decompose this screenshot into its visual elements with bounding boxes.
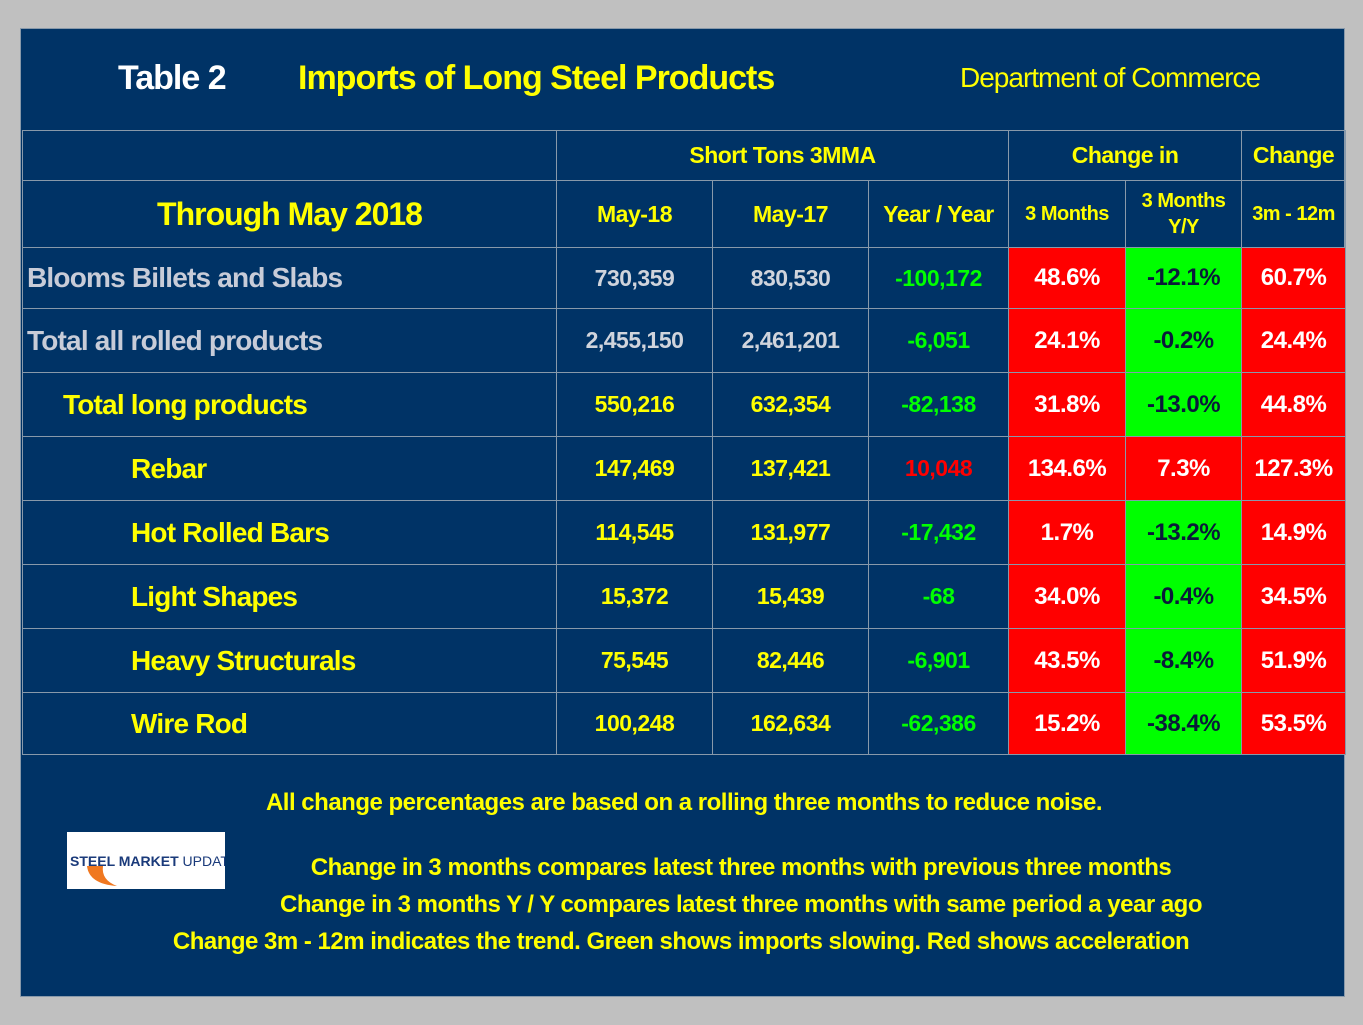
value-cell: 632,354 <box>712 372 869 437</box>
note: All change percentages are based on a ro… <box>265 789 1103 816</box>
value-cell: 830,530 <box>712 247 869 309</box>
value-cell: 114,545 <box>556 500 713 565</box>
change-cell: 24.1% <box>1008 308 1127 373</box>
change-cell: 60.7% <box>1241 247 1347 309</box>
group-header: Short Tons 3MMA <box>555 130 1010 181</box>
row-label: Wire Rod <box>22 692 557 755</box>
data-row: Light Shapes 15,372 15,439 -68 34.0% -0.4% 34.… <box>22 564 1347 629</box>
change-cell: 127.3% <box>1241 436 1347 501</box>
data-row: Blooms Billets and Slabs 730,359 830,530 -1… <box>22 247 1347 309</box>
row-label: Light Shapes <box>22 564 557 629</box>
row-label: Total all rolled products <box>22 308 557 373</box>
value-cell: 2,455,150 <box>556 308 713 373</box>
column-header: 3m - 12m <box>1241 180 1347 248</box>
column-header: May-18 <box>556 180 713 248</box>
yoy-cell: 10,048 <box>867 436 1010 501</box>
logo: STEEL MARKET UPDATE <box>67 832 238 889</box>
panel: Table 2 Imports of Long Steel Products D… <box>20 28 1347 997</box>
row-label: Blooms Billets and Slabs <box>22 247 557 309</box>
column-header: Year / Year <box>867 180 1010 248</box>
change-cell: 43.5% <box>1008 628 1127 693</box>
change-cell: 34.5% <box>1241 564 1347 629</box>
data-table: Short Tons 3MMA Change in Change Through… <box>22 130 1347 755</box>
change-cell: 14.9% <box>1241 500 1347 565</box>
change-cell: 15.2% <box>1008 692 1127 755</box>
yoy-cell: -82,138 <box>867 372 1010 437</box>
change-cell: 7.3% <box>1125 436 1243 501</box>
data-row: Total all rolled products 2,455,150 2,461,… <box>22 308 1347 373</box>
data-row: Wire Rod 100,248 162,634 -62,386 15.2% -38.4%… <box>22 692 1347 755</box>
data-row: Hot Rolled Bars 114,545 131,977 -17,432 1.7%… <box>22 500 1347 565</box>
row-label: Hot Rolled Bars <box>22 500 557 565</box>
note: Change 3m - 12m indicates the trend. Gre… <box>172 928 1190 955</box>
change-cell: 24.4% <box>1241 308 1347 373</box>
logo-bold: STEEL MARKET <box>70 853 179 869</box>
note: Change in 3 months Y / Y compares latest… <box>279 891 1203 918</box>
change-cell: 31.8% <box>1008 372 1127 437</box>
logo-swoosh <box>87 866 117 886</box>
empty-cell <box>22 130 557 181</box>
table-body: Short Tons 3MMA Change in Change Through… <box>22 130 1347 755</box>
row-label: Rebar <box>22 436 557 501</box>
table-label: Table 2 <box>118 59 227 97</box>
note: Change in 3 months compares latest three… <box>310 854 1172 881</box>
value-cell: 162,634 <box>712 692 869 755</box>
change-cell: 1.7% <box>1008 500 1127 565</box>
row-label: Total long products <box>22 372 557 437</box>
change-cell: -0.2% <box>1125 308 1243 373</box>
logo-light: UPDATE <box>183 853 225 869</box>
value-cell: 730,359 <box>556 247 713 309</box>
change-cell: -13.0% <box>1125 372 1243 437</box>
value-cell: 131,977 <box>712 500 869 565</box>
yoy-cell: -68 <box>867 564 1010 629</box>
value-cell: 15,439 <box>712 564 869 629</box>
value-cell: 75,545 <box>556 628 713 693</box>
value-cell: 2,461,201 <box>712 308 869 373</box>
data-row: Heavy Structurals 75,545 82,446 -6,901 43.5%… <box>22 628 1347 693</box>
change-cell: 34.0% <box>1008 564 1127 629</box>
yoy-cell: -6,901 <box>867 628 1010 693</box>
value-cell: 100,248 <box>556 692 713 755</box>
change-cell: -12.1% <box>1125 247 1243 309</box>
yoy-cell: -62,386 <box>867 692 1010 755</box>
title: Imports of Long Steel Products <box>298 59 775 97</box>
source: Department of Commerce <box>960 62 1261 93</box>
column-header: May-17 <box>712 180 869 248</box>
change-cell: -13.2% <box>1125 500 1243 565</box>
data-row: Rebar 147,469 137,421 10,048 134.6% 7.3% 127.3… <box>22 436 1347 501</box>
value-cell: 15,372 <box>556 564 713 629</box>
change-cell: 44.8% <box>1241 372 1347 437</box>
period-header: Through May 2018 <box>22 180 557 248</box>
change-cell: 48.6% <box>1008 247 1127 309</box>
value-cell: 147,469 <box>556 436 713 501</box>
change-cell: -0.4% <box>1125 564 1243 629</box>
column-header-row: Through May 2018 May-18 May-17 Year / Year… <box>22 180 1347 248</box>
change-cell: -8.4% <box>1125 628 1243 693</box>
value-cell: 82,446 <box>712 628 869 693</box>
change-cell: 53.5% <box>1241 692 1347 755</box>
group-header-row: Short Tons 3MMA Change in Change <box>22 130 1347 181</box>
yoy-cell: -100,172 <box>867 247 1010 309</box>
value-cell: 550,216 <box>556 372 713 437</box>
data-row: Total long products 550,216 632,354 -82,138… <box>22 372 1347 437</box>
group-header: Change in <box>1008 130 1243 181</box>
logo-text: STEEL MARKET UPDATE <box>70 853 225 869</box>
change-cell: -38.4% <box>1125 692 1243 755</box>
group-header: Change <box>1241 130 1347 181</box>
change-cell: 134.6% <box>1008 436 1127 501</box>
row-label: Heavy Structurals <box>22 628 557 693</box>
yoy-cell: -6,051 <box>867 308 1010 373</box>
column-header: 3 Months Y/Y <box>1125 180 1243 248</box>
value-cell: 137,421 <box>712 436 869 501</box>
change-cell: 51.9% <box>1241 628 1347 693</box>
column-header: 3 Months <box>1008 180 1127 248</box>
yoy-cell: -17,432 <box>867 500 1010 565</box>
logo-graphic: STEEL MARKET UPDATE <box>70 853 238 886</box>
